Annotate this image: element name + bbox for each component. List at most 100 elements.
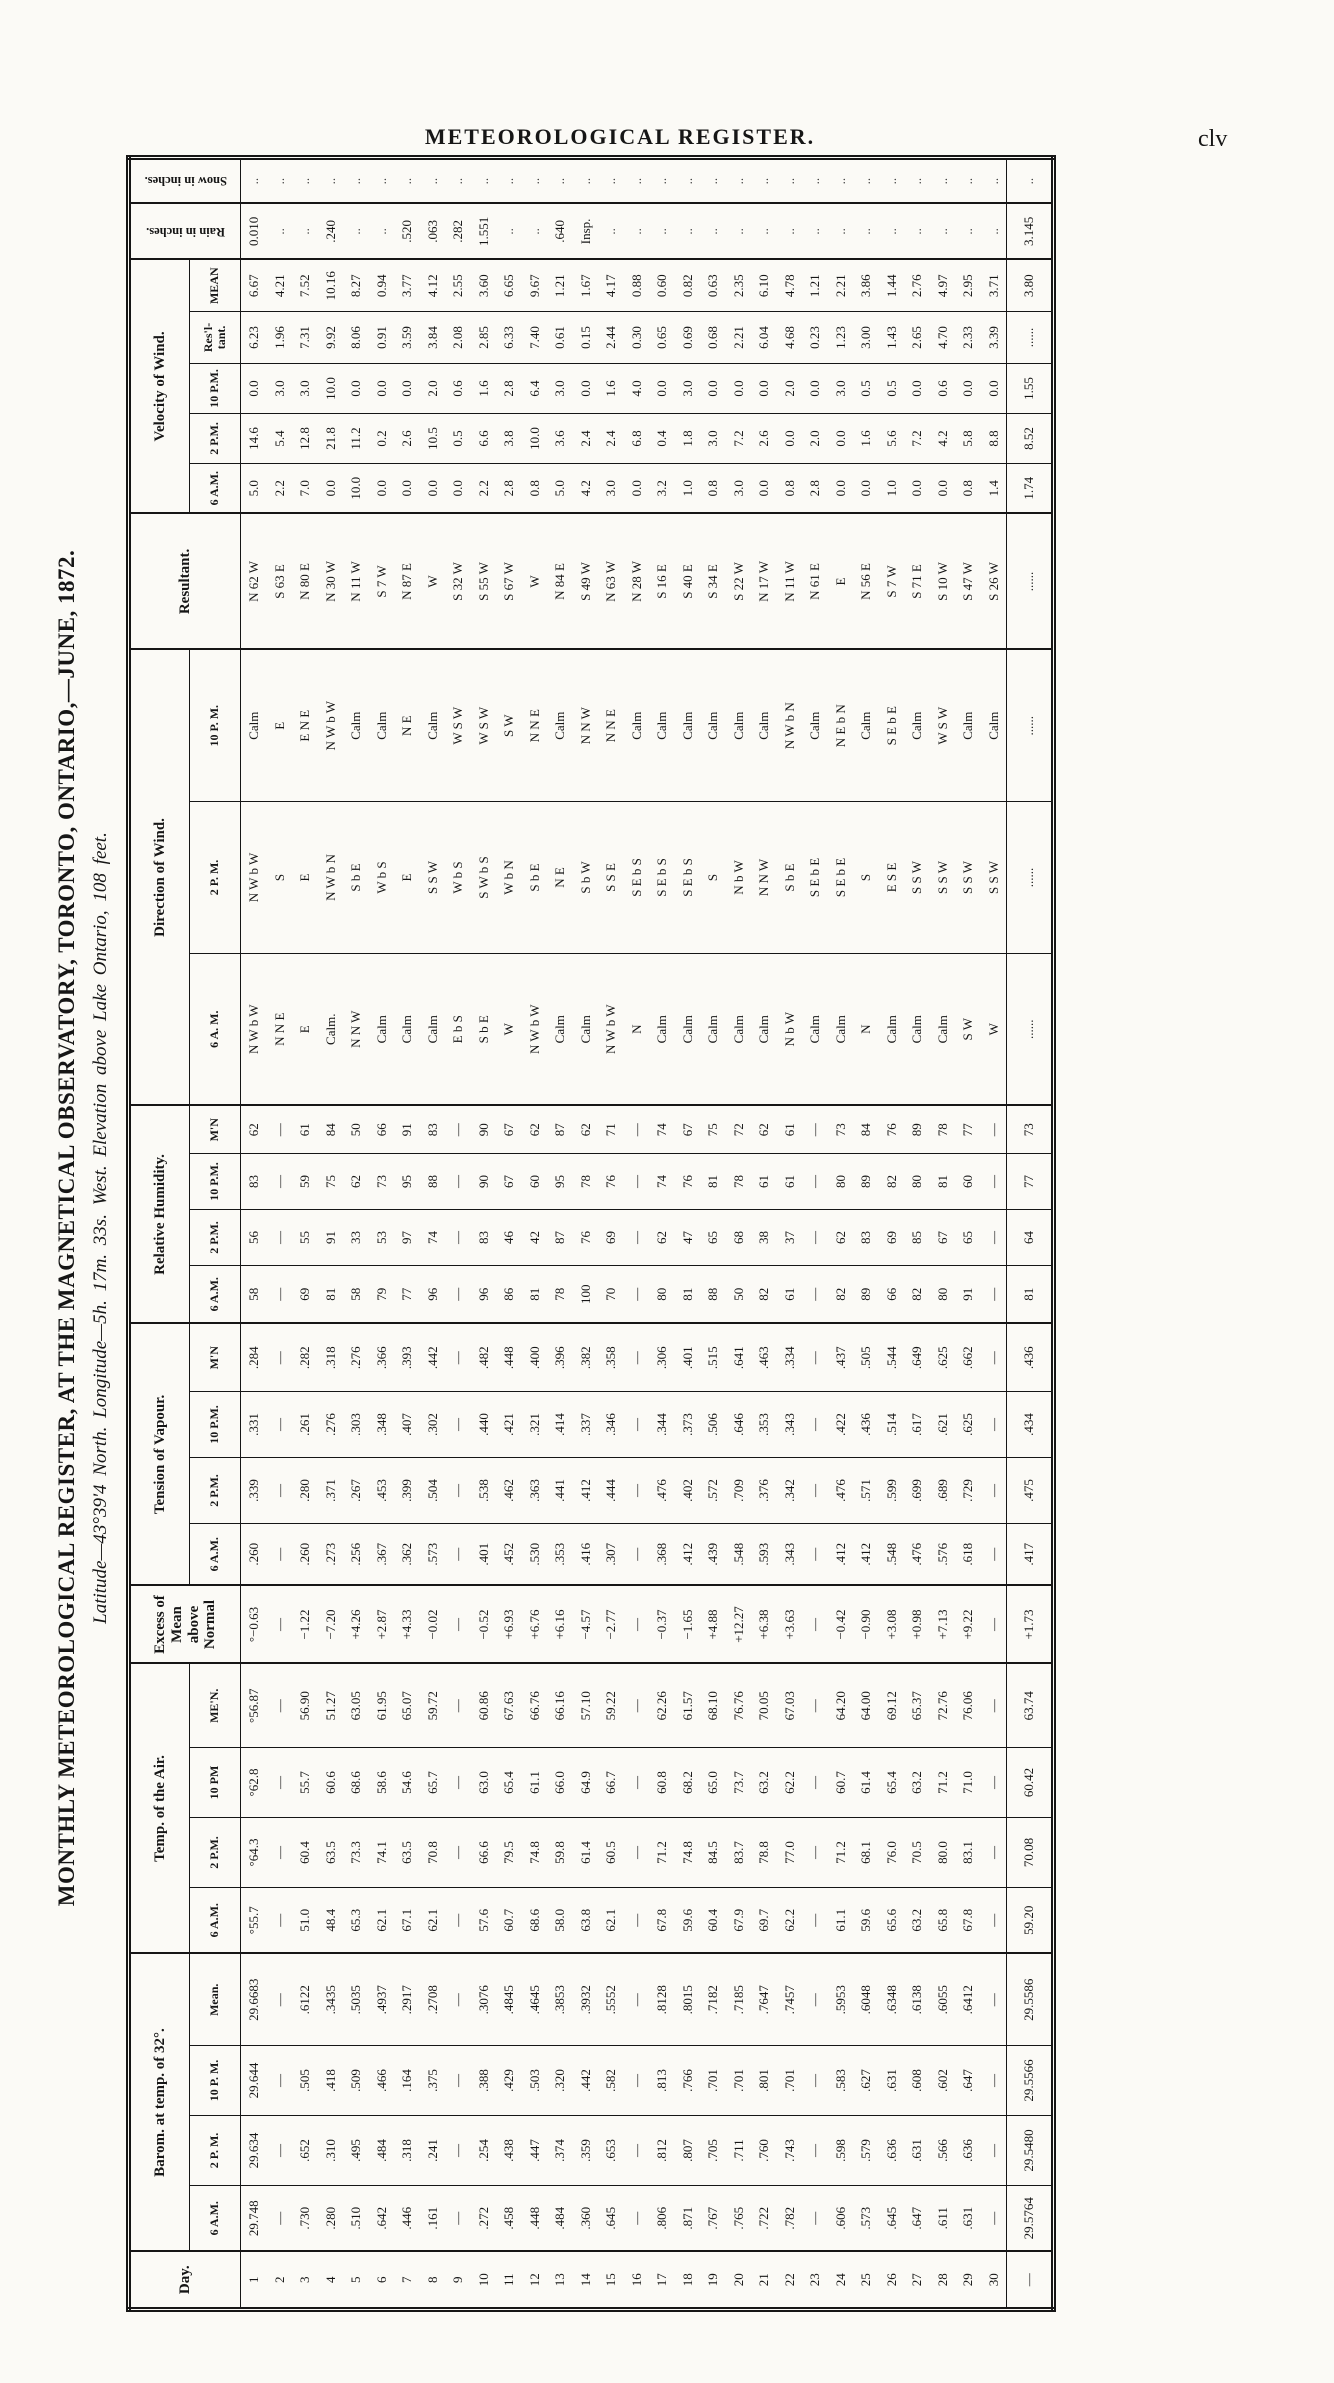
cell-humidity: 69 <box>878 1209 904 1266</box>
day-header: Day. <box>128 2251 241 2310</box>
cell-temp: — <box>802 1887 828 1954</box>
cell-resultant: S 47 W <box>955 513 981 650</box>
cell-direction: N b W <box>776 953 802 1106</box>
cell-barom: .743 <box>776 2115 802 2186</box>
cell-velocity: 0.4 <box>649 413 675 464</box>
cell-direction: N W b W <box>521 953 547 1106</box>
cell-tension: .476 <box>649 1457 675 1524</box>
cell-barom: .645 <box>598 2185 624 2252</box>
day-cell: 12 <box>526 2273 542 2287</box>
day-row: 18 .871.807.766.8015 59.6 74.8 68.2 61.57 −1.6… <box>674 157 700 2309</box>
cell-temp: °55.7 <box>240 1887 267 1954</box>
cell-humidity: 70 <box>598 1265 624 1324</box>
cell-humidity: 75 <box>700 1105 726 1154</box>
cell-tension: .476 <box>827 1457 853 1524</box>
day-cell: 11 <box>501 2273 516 2287</box>
cell-velocity: 0.68 <box>700 311 726 364</box>
cell-velocity: 2.8 <box>496 363 522 414</box>
day-row: 29 .631.636.647.6412 67.8 83.1 71.0 76.06 +9.2… <box>955 157 981 2309</box>
cell-barom: .631 <box>878 2045 904 2116</box>
cell-resultant: N 28 W <box>623 513 649 650</box>
cell-velocity: 6.6 <box>470 413 496 464</box>
cell-velocity: 2.0 <box>776 363 802 414</box>
cell-temp: 73.3 <box>343 1817 369 1888</box>
cell-excess: −7.20 <box>317 1585 343 1664</box>
cell-velocity: 11.2 <box>343 413 369 464</box>
cell-direction: Calm <box>547 649 573 802</box>
cell-velocity: 6.8 <box>623 413 649 464</box>
cell-tension: .331 <box>240 1391 267 1458</box>
cell-barom: .807 <box>674 2115 700 2186</box>
cell-direction: Calm <box>623 649 649 802</box>
cell-velocity: 6.23 <box>240 311 267 364</box>
cell-barom: .602 <box>929 2045 955 2116</box>
cell-direction: S <box>266 801 292 954</box>
cell-tension: .306 <box>649 1323 675 1392</box>
cell-barom: .598 <box>827 2115 853 2186</box>
cell-barom: .241 <box>419 2115 445 2186</box>
cell-resultant: N 30 W <box>317 513 343 650</box>
day-row: 24 .606.598.583.5953 61.1 71.2 60.7 64.20 −0.4… <box>827 157 853 2309</box>
cell-snow: .. <box>343 157 369 204</box>
cell-barom: .8128 <box>649 1953 675 2046</box>
cell-velocity: 7.2 <box>725 413 751 464</box>
cell-barom: .359 <box>572 2115 598 2186</box>
cell-direction: N E <box>394 649 420 802</box>
cell-direction: N N E <box>266 953 292 1106</box>
cell-velocity: 3.00 <box>853 311 879 364</box>
cell-direction: S E b E <box>827 801 853 954</box>
cell-velocity: 6.67 <box>240 259 267 312</box>
cell-velocity: 0.94 <box>368 259 394 312</box>
day-cell: 15 <box>603 2273 618 2287</box>
cell-direction: W <box>496 953 522 1106</box>
cell-velocity: 0.0 <box>394 363 420 414</box>
cell-humidity: 83 <box>240 1153 267 1210</box>
cell-velocity: 10.5 <box>419 413 445 464</box>
cell-barom: .606 <box>827 2185 853 2252</box>
cell-rain: .. <box>802 203 828 260</box>
sub-header-humidity: 10 P.M. <box>189 1153 241 1210</box>
cell-velocity: 3.84 <box>419 311 445 364</box>
cell-temp: 62.1 <box>419 1887 445 1954</box>
cell-velocity: 2.4 <box>572 413 598 464</box>
cell-snow: .. <box>929 157 955 204</box>
cell-velocity: 7.2 <box>904 413 930 464</box>
cell-humidity: 95 <box>394 1153 420 1210</box>
summary-cell-humidity: 64 <box>1006 1209 1054 1266</box>
cell-velocity: 0.8 <box>700 463 726 514</box>
cell-temp: 65.8 <box>929 1887 955 1954</box>
day-row: 23— — — — — — — — — — — — — — — — — Calm S E b E Calm N 61 E… <box>802 157 828 2309</box>
cell-humidity: 65 <box>955 1209 981 1266</box>
cell-temp: 64.20 <box>827 1663 853 1748</box>
cell-barom: .503 <box>521 2045 547 2116</box>
cell-direction: Calm <box>419 953 445 1106</box>
day-cell: 17 <box>654 2273 669 2287</box>
cell-rain: .. <box>776 203 802 260</box>
cell-humidity: 60 <box>955 1153 981 1210</box>
cell-velocity: 5.0 <box>547 463 573 514</box>
cell-rain: .. <box>368 203 394 260</box>
cell-humidity: 69 <box>292 1265 318 1324</box>
cell-temp: — <box>980 1663 1007 1748</box>
cell-rain: Insp. <box>572 203 598 260</box>
cell-humidity: — <box>266 1265 292 1324</box>
cell-resultant: N 11 W <box>776 513 802 650</box>
cell-rain: .. <box>343 203 369 260</box>
sub-header-temp: 6 A.M. <box>189 1887 241 1954</box>
cell-temp: 78.8 <box>751 1817 777 1888</box>
cell-temp: 65.4 <box>496 1747 522 1818</box>
cell-velocity: 1.44 <box>878 259 904 312</box>
cell-temp: 60.4 <box>700 1887 726 1954</box>
cell-temp: — <box>802 1817 828 1888</box>
cell-temp: 84.5 <box>700 1817 726 1888</box>
cell-rain: .. <box>496 203 522 260</box>
cell-snow: .. <box>878 157 904 204</box>
cell-velocity: 1.96 <box>266 311 292 364</box>
cell-tension: .366 <box>368 1323 394 1392</box>
cell-snow: .. <box>827 157 853 204</box>
cell-tension: — <box>980 1523 1007 1586</box>
cell-barom: .806 <box>649 2185 675 2252</box>
cell-temp: 65.4 <box>878 1747 904 1818</box>
cell-humidity: 78 <box>929 1105 955 1154</box>
cell-barom: .760 <box>751 2115 777 2186</box>
